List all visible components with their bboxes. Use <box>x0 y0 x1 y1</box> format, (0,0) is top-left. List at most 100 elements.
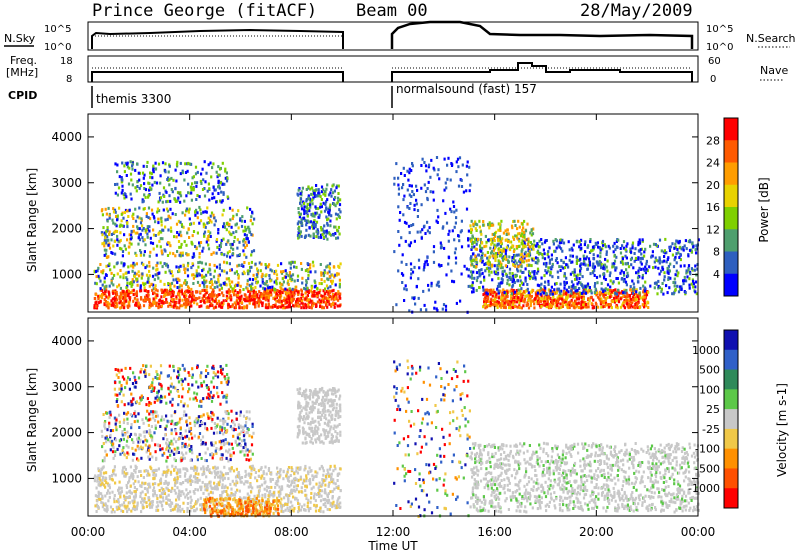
range-gate-cell <box>121 185 123 188</box>
range-gate-cell <box>682 279 684 282</box>
range-gate-cell <box>130 264 132 267</box>
range-gate-cell <box>640 253 642 256</box>
range-gate-cell <box>427 229 429 232</box>
range-gate-cell <box>398 187 400 190</box>
range-gate-cell <box>546 303 548 306</box>
range-gate-cell <box>486 305 488 308</box>
range-gate-cell <box>229 269 231 272</box>
range-gate-cell <box>640 257 642 260</box>
range-gate-cell <box>424 232 426 235</box>
range-gate-cell <box>527 303 529 306</box>
range-gate-cell <box>130 291 132 294</box>
range-gate-cell <box>273 288 275 291</box>
range-gate-cell <box>333 234 335 237</box>
range-gate-cell <box>511 226 513 229</box>
range-gate-cell <box>536 242 538 245</box>
range-gate-cell <box>607 283 609 286</box>
range-gate-cell <box>689 272 691 275</box>
range-gate-cell <box>634 247 636 250</box>
range-gate-cell <box>578 306 580 309</box>
range-gate-cell <box>236 284 238 287</box>
range-gate-cell <box>569 248 571 251</box>
range-gate-cell <box>213 275 215 278</box>
range-gate-cell <box>315 303 317 306</box>
range-gate-cell <box>522 260 524 263</box>
range-gate-cell <box>576 289 578 292</box>
range-gate-cell <box>190 292 192 295</box>
range-gate-cell <box>186 231 188 234</box>
range-gate-cell <box>149 285 151 288</box>
range-gate-cell <box>213 293 215 296</box>
range-gate-cell <box>569 301 571 304</box>
range-gate-cell <box>284 288 286 291</box>
range-gate-cell <box>148 230 150 233</box>
range-gate-cell <box>156 268 158 271</box>
range-gate-cell <box>178 240 180 243</box>
range-gate-cell <box>133 289 135 292</box>
range-gate-cell <box>502 270 504 273</box>
range-gate-cell <box>625 289 627 292</box>
range-gate-cell <box>668 272 670 275</box>
range-gate-cell <box>583 255 585 258</box>
range-gate-cell <box>413 297 415 300</box>
range-gate-cell <box>438 263 440 266</box>
range-gate-cell <box>418 297 420 300</box>
range-gate-cell <box>184 214 186 217</box>
range-gate-cell <box>172 212 174 215</box>
range-gate-cell <box>155 284 157 287</box>
range-gate-cell <box>657 280 659 283</box>
range-gate-cell <box>680 265 682 268</box>
range-gate-cell <box>557 288 559 291</box>
range-gate-cell <box>638 292 640 295</box>
range-gate-cell <box>236 213 238 216</box>
range-gate-cell <box>150 237 152 240</box>
range-gate-cell <box>534 270 536 273</box>
range-gate-cell <box>326 183 328 186</box>
range-gate-cell <box>551 286 553 289</box>
range-gate-cell <box>148 207 150 210</box>
range-gate-cell <box>291 298 293 301</box>
range-gate-cell <box>203 300 205 303</box>
range-gate-cell <box>466 165 468 168</box>
range-gate-cell <box>492 255 494 258</box>
range-gate-cell <box>579 270 581 273</box>
range-gate-cell <box>519 284 521 287</box>
range-gate-cell <box>694 285 696 288</box>
range-gate-cell <box>123 306 125 309</box>
range-gate-cell <box>448 230 450 233</box>
range-gate-cell <box>278 301 280 304</box>
range-gate-cell <box>203 294 205 297</box>
range-gate-cell <box>321 465 323 468</box>
range-gate-cell <box>454 226 456 229</box>
range-gate-cell <box>611 300 613 303</box>
range-gate-cell <box>208 199 210 202</box>
range-gate-cell <box>401 281 403 284</box>
range-gate-cell <box>471 234 473 237</box>
range-gate-cell <box>210 253 212 256</box>
range-gate-cell <box>263 294 265 297</box>
range-gate-cell <box>144 266 146 269</box>
range-gate-cell <box>552 293 554 296</box>
range-gate-cell <box>170 288 172 291</box>
range-gate-cell <box>436 156 438 159</box>
range-gate-cell <box>294 490 296 493</box>
range-gate-cell <box>103 244 105 247</box>
range-gate-cell <box>214 223 216 226</box>
range-gate-cell <box>334 306 336 309</box>
range-gate-cell <box>626 272 628 275</box>
range-gate-cell <box>609 271 611 274</box>
range-gate-cell <box>683 249 685 252</box>
range-gate-cell <box>512 301 514 304</box>
range-gate-cell <box>121 162 123 165</box>
range-gate-cell <box>602 240 604 243</box>
range-gate-cell <box>223 209 225 212</box>
range-gate-cell <box>426 260 428 263</box>
range-gate-cell <box>488 259 490 262</box>
range-gate-cell <box>126 238 128 241</box>
range-gate-cell <box>249 299 251 302</box>
range-gate-cell <box>238 274 240 277</box>
range-gate-cell <box>496 267 498 270</box>
range-gate-cell <box>637 280 639 283</box>
range-gate-cell <box>583 298 585 301</box>
range-gate-cell <box>217 185 219 188</box>
